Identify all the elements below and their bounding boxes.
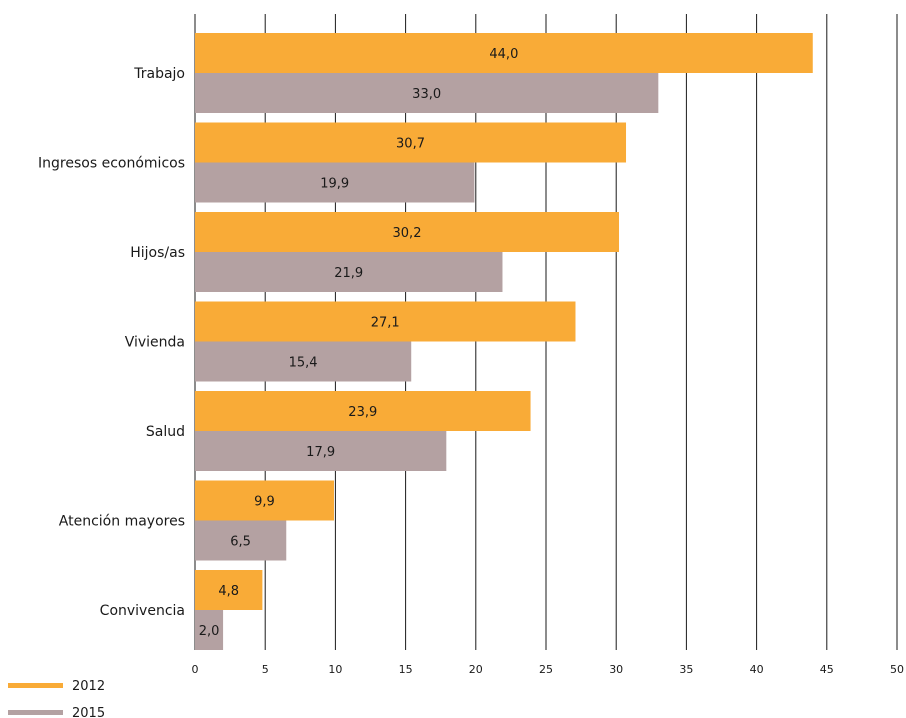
x-tick-label: 50 <box>890 663 904 676</box>
x-tick-label: 45 <box>820 663 834 676</box>
legend-label: 2012 <box>72 679 105 694</box>
bar-2012 <box>195 122 627 163</box>
data-label-2012: 30,2 <box>393 226 422 241</box>
x-tick-label: 15 <box>399 663 413 676</box>
data-label-2012: 44,0 <box>489 47 518 62</box>
data-label-2012: 30,7 <box>396 137 425 152</box>
bar-2012 <box>195 480 334 521</box>
category-label: Atención mayores <box>59 514 185 530</box>
data-label-2015: 6,5 <box>230 535 251 550</box>
data-label-2015: 21,9 <box>334 266 363 281</box>
x-tick-label: 10 <box>328 663 342 676</box>
x-tick-label: 30 <box>609 663 623 676</box>
data-label-2015: 2,0 <box>199 624 220 639</box>
bar-2012 <box>195 33 813 73</box>
category-label: Ingresos económicos <box>38 156 185 172</box>
legend: 2012 2015 <box>8 679 105 718</box>
bar-2015 <box>195 252 503 292</box>
data-label-2012: 27,1 <box>371 316 400 331</box>
data-label-2012: 9,9 <box>254 495 275 510</box>
bar-2015 <box>195 520 287 561</box>
bar-2015 <box>195 162 475 203</box>
bar-2015 <box>195 73 659 113</box>
legend-item-2012: 2012 <box>8 679 105 694</box>
data-label-2012: 4,8 <box>218 584 239 599</box>
x-tick-label: 40 <box>750 663 764 676</box>
x-tick-label: 35 <box>679 663 693 676</box>
data-label-2015: 17,9 <box>306 445 335 460</box>
category-label: Trabajo <box>133 66 185 82</box>
category-label: Salud <box>146 424 185 440</box>
legend-swatch <box>8 710 63 715</box>
data-label-2015: 15,4 <box>289 356 318 371</box>
data-label-2015: 19,9 <box>320 177 349 192</box>
legend-swatch <box>8 683 63 688</box>
bar-2015 <box>195 431 447 471</box>
legend-item-2015: 2015 <box>8 706 105 718</box>
category-labels: Trabajo Ingresos económicos Hijos/as Vivien… <box>38 66 185 619</box>
data-labels: 44,0 33,0 30,7 19,9 30,2 21,9 27,1 15,4 23,9 17,9… <box>199 47 519 639</box>
bars <box>195 33 813 650</box>
x-tick-label: 5 <box>262 663 269 676</box>
x-tick-label: 25 <box>539 663 553 676</box>
bar-2015 <box>195 341 412 382</box>
category-label: Hijos/as <box>130 245 185 261</box>
data-label-2012: 23,9 <box>348 405 377 420</box>
legend-label: 2015 <box>72 706 105 718</box>
bar-2012 <box>195 391 531 431</box>
category-label: Convivencia <box>100 603 185 619</box>
x-axis-tick-labels: 0 5 10 15 20 25 30 35 40 45 50 <box>192 663 905 676</box>
bar-2015 <box>195 610 224 650</box>
data-label-2015: 33,0 <box>412 87 441 102</box>
bar-2012 <box>195 212 620 252</box>
x-tick-label: 20 <box>469 663 483 676</box>
bar-2012 <box>195 301 576 342</box>
bar-2012 <box>195 570 263 610</box>
category-label: Vivienda <box>125 335 185 351</box>
x-tick-label: 0 <box>192 663 199 676</box>
